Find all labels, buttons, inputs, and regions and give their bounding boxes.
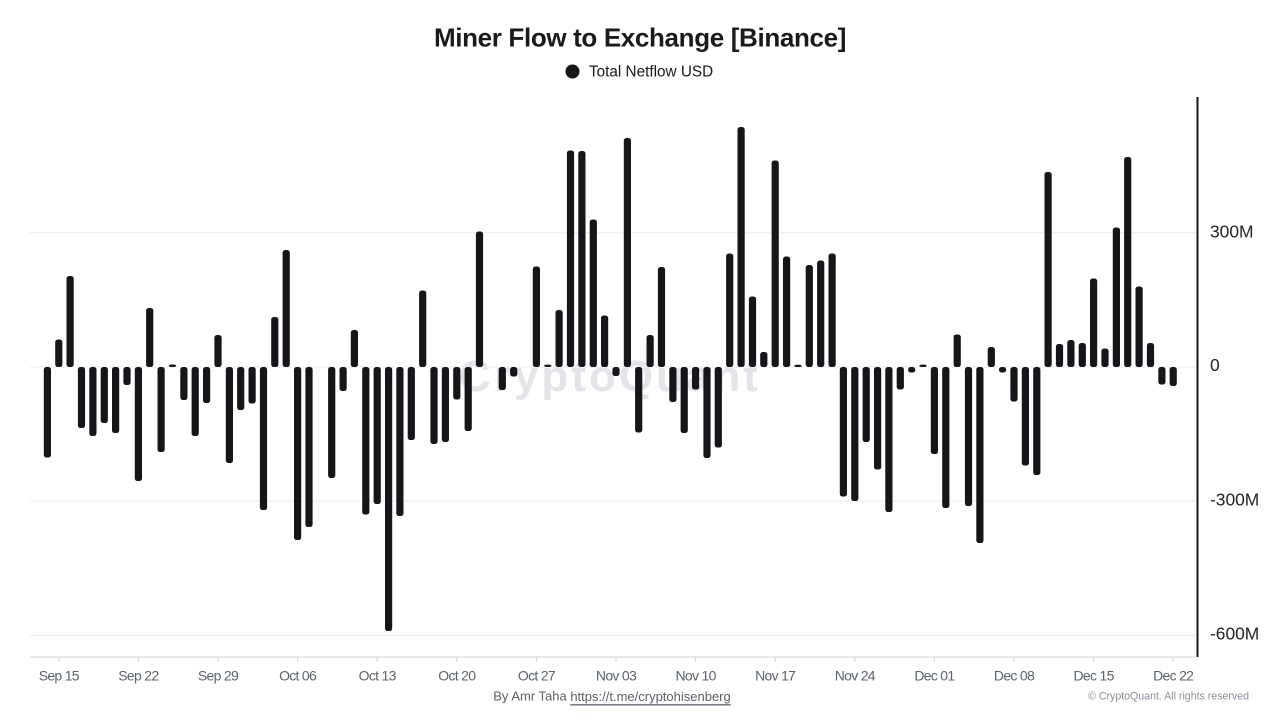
svg-text:Oct 20: Oct 20 — [438, 668, 476, 684]
svg-text:Dec 22: Dec 22 — [1153, 668, 1194, 684]
svg-text:Nov 10: Nov 10 — [676, 668, 717, 684]
svg-text:0: 0 — [1210, 355, 1220, 375]
svg-text:© CryptoQuant. All rights rese: © CryptoQuant. All rights reserved — [1088, 691, 1249, 703]
svg-text:Miner Flow to Exchange [Binanc: Miner Flow to Exchange [Binance] — [434, 23, 846, 53]
svg-text:Sep 15: Sep 15 — [39, 668, 80, 684]
svg-text:Total Netflow USD: Total Netflow USD — [589, 63, 713, 80]
svg-text:Dec 15: Dec 15 — [1074, 668, 1115, 684]
svg-text:Oct 27: Oct 27 — [518, 668, 556, 684]
svg-text:By Amr Taha https://t.me/crypt: By Amr Taha https://t.me/cryptohisenberg — [493, 689, 731, 704]
svg-text:Nov 03: Nov 03 — [596, 668, 637, 684]
svg-text:-300M: -300M — [1210, 489, 1259, 509]
svg-text:Oct 13: Oct 13 — [359, 668, 397, 684]
svg-text:Sep 29: Sep 29 — [198, 668, 239, 684]
svg-text:Nov 24: Nov 24 — [835, 668, 876, 684]
svg-text:Dec 08: Dec 08 — [994, 668, 1035, 684]
svg-text:300M: 300M — [1210, 221, 1254, 241]
svg-text:Oct 06: Oct 06 — [279, 668, 317, 684]
svg-text:Nov 17: Nov 17 — [755, 668, 796, 684]
svg-text:-600M: -600M — [1210, 623, 1259, 643]
svg-text:Sep 22: Sep 22 — [118, 668, 159, 684]
svg-text:Dec 01: Dec 01 — [914, 668, 955, 684]
